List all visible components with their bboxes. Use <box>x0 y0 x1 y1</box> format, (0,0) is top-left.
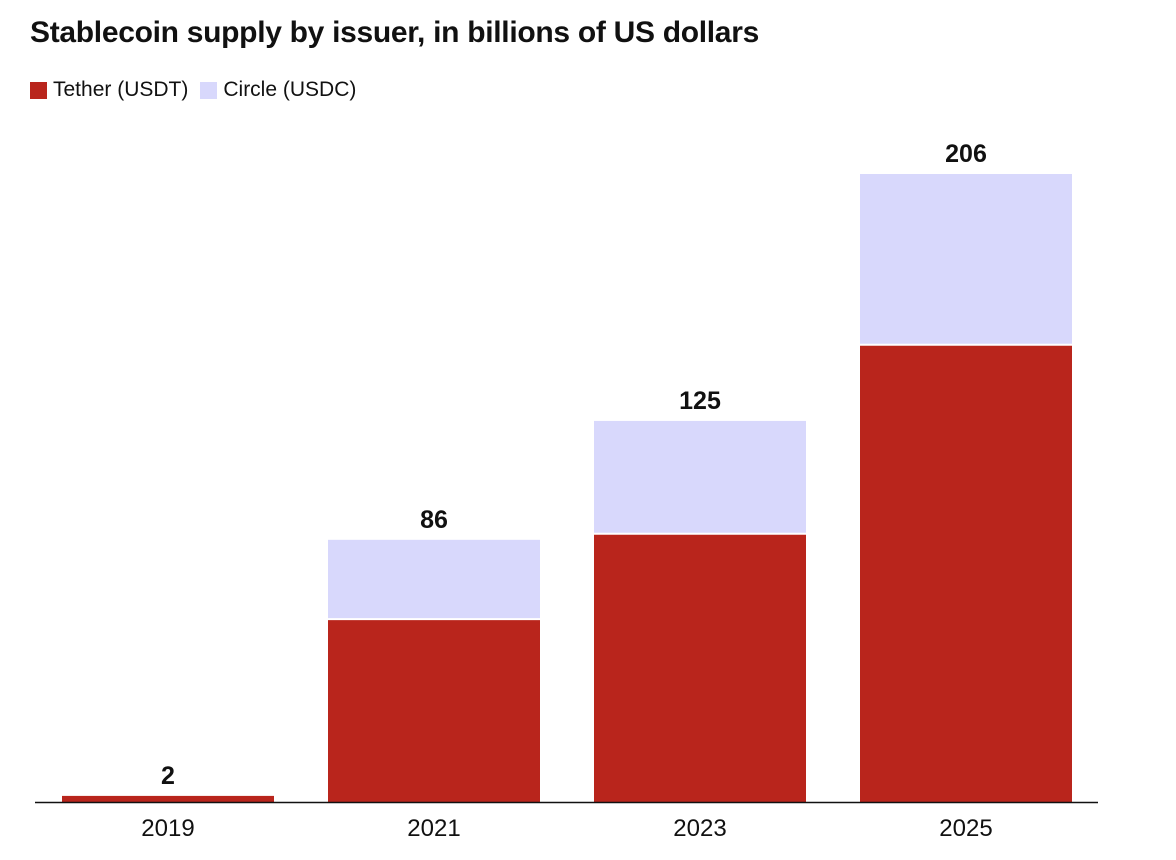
legend-swatch-circle <box>200 81 218 99</box>
bar-tether-2021 <box>328 619 540 802</box>
bar-circle-2021 <box>328 539 540 620</box>
legend: Tether (USDT) Circle (USDC) <box>30 78 368 102</box>
bar-tether-2019 <box>62 795 274 802</box>
chart-title: Stablecoin supply by issuer, in billions… <box>30 16 759 49</box>
legend-item-circle: Circle (USDC) <box>200 78 356 102</box>
x-tick-label-2023: 2023 <box>673 815 726 842</box>
bar-circle-2023 <box>594 420 806 534</box>
x-tick-label-2021: 2021 <box>407 815 460 842</box>
legend-item-tether: Tether (USDT) <box>30 78 188 102</box>
total-label-2023: 125 <box>679 387 721 415</box>
total-label-2021: 86 <box>420 506 448 534</box>
bar-circle-2025 <box>860 174 1072 345</box>
legend-swatch-tether <box>30 81 47 99</box>
legend-label-circle: Circle (USDC) <box>223 78 357 101</box>
x-tick-label-2025: 2025 <box>939 815 992 842</box>
total-label-2025: 206 <box>945 140 987 168</box>
bar-tether-2025 <box>860 344 1072 802</box>
total-label-2019: 2 <box>161 762 175 790</box>
x-tick-label-2019: 2019 <box>141 815 194 842</box>
bar-tether-2023 <box>594 533 806 802</box>
legend-label-tether: Tether (USDT) <box>53 78 189 101</box>
